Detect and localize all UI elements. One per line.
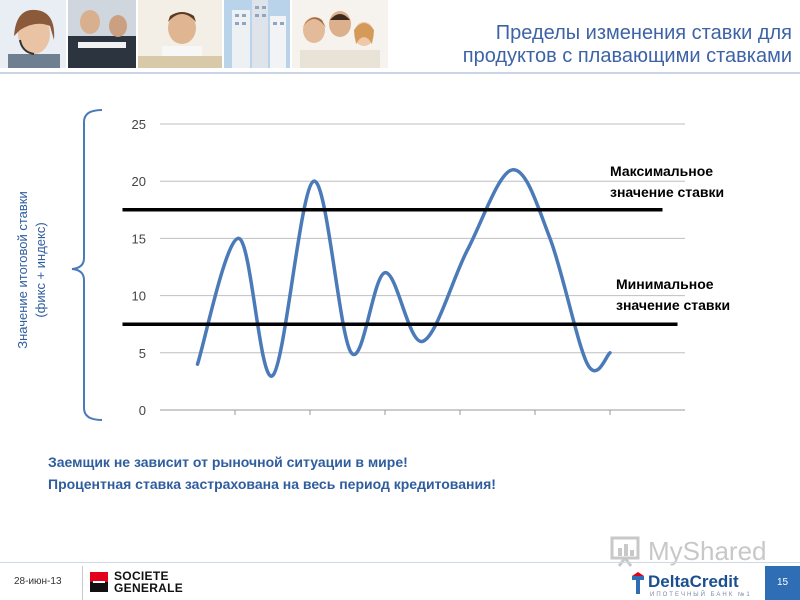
min-rate-label-line-2: значение ставки [616,297,730,313]
y-tick-label: 20 [132,174,146,189]
apartment-buildings-photo [224,0,290,68]
reference-lines [122,208,678,326]
smiling-man-photo [138,0,222,68]
key-message-line-2: Процентная ставка застрахована на весь п… [48,476,496,492]
deltacredit-logo: DeltaCredit ИПОТЕЧНЫЙ БАНК №1 [630,566,760,600]
y-axis-label-line-1: Значение итоговой ставки [15,191,30,349]
myshared-text: MyShared [648,536,767,566]
rate-series-line [195,168,612,378]
key-message: Заемщик не зависит от рыночной ситуации … [48,451,496,495]
page-number: 15 [765,566,800,600]
footer-separator [82,566,83,600]
deltacredit-wordmark: DeltaCredit [648,572,739,591]
y-tick-label: 5 [139,346,146,361]
family-photo [292,0,388,68]
min-rate-label-line-1: Минимальное [616,276,714,292]
x-axis-ticks [234,410,611,415]
bank-name-line-2: GENERALE [114,581,184,595]
y-tick-label: 10 [132,289,146,304]
chart-grid [160,123,685,354]
title-divider [0,72,800,74]
slide-date: 28-июн-13 [14,576,62,587]
y-tick-label: 25 [132,117,146,132]
key-message-line-1: Заемщик не зависит от рыночной ситуации … [48,454,408,470]
deltacredit-tagline: ИПОТЕЧНЫЙ БАНК №1 [650,592,752,598]
header-photo-strip [0,0,390,70]
societe-generale-logo: SOCIETE GENERALE [90,568,210,596]
woman-with-headset-photo [0,0,66,68]
max-rate-label-line-2: значение ставки [610,184,724,200]
y-tick-label: 0 [139,403,146,418]
y-axis-label-line-2: (фикс + индекс) [33,222,48,317]
page-title: Пределы изменения ставки для продуктов с… [390,22,792,68]
max-rate-label-line-1: Максимальное [610,163,713,179]
myshared-watermark: MyShared [608,534,768,568]
societe-generale-wordmark: SOCIETE GENERALE [114,570,183,594]
y-axis-brace [71,109,103,421]
page-title-line-2: продуктов с плавающими ставками [462,45,792,67]
y-axis-ticks: 0 5 10 15 20 25 [132,117,146,418]
deltacredit-mark-icon [632,572,644,594]
societe-generale-mark-icon [90,572,108,592]
bank-name-line-1: SOCIETE [114,569,169,583]
page-title-line-1: Пределы изменения ставки для [495,22,792,44]
y-tick-label: 15 [132,231,146,246]
office-workers-photo [68,0,136,68]
footer-divider [0,562,800,563]
rate-chart: 0 5 10 15 20 25 Значение итоговой ставки (фик… [15,109,730,421]
